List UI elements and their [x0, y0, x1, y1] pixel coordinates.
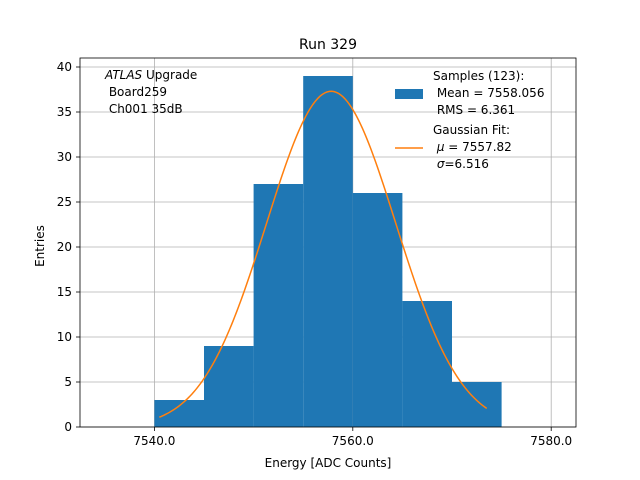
legend-fit-sigma: σ=6.516: [433, 157, 489, 171]
histogram-bar-6: [452, 382, 502, 427]
legend-sigma-value: =6.516: [444, 157, 488, 171]
legend-mu-value: = 7557.82: [444, 140, 511, 154]
histogram-bar-0: [154, 400, 204, 427]
y-tick-label-4: 20: [57, 240, 72, 254]
y-tick-label-3: 15: [57, 285, 72, 299]
y-tick-label-2: 10: [57, 330, 72, 344]
annotation-atlas: ATLAS: [104, 68, 143, 82]
chart-title: Run 329: [299, 37, 357, 53]
y-tick-label-8: 40: [57, 60, 72, 74]
axes-frame: [79, 57, 577, 428]
legend-sigma-symbol: σ: [437, 157, 445, 171]
histogram-bar-3: [303, 76, 353, 427]
histogram-bars: [154, 76, 502, 427]
y-tick-label-6: 30: [57, 150, 72, 164]
histogram-bar-4: [352, 193, 403, 427]
histogram-bar-5: [402, 301, 452, 427]
legend-samples-line-1: Samples (123):: [433, 69, 524, 83]
x-axis-label: Energy [ADC Counts]: [265, 456, 392, 470]
annotation-box: ATLAS Upgrade Board259 Ch001 35dB: [104, 68, 197, 116]
legend: Samples (123): Mean = 7558.056 RMS = 6.3…: [395, 69, 544, 171]
y-tick-label-5: 25: [57, 195, 72, 209]
annotation-line-3: Ch001 35dB: [105, 102, 183, 116]
axis-ticks: 7540.0 7560.0 7580.0 0 5 10 15 20 25 30 35 40: [57, 60, 572, 448]
annotation-line-1: ATLAS Upgrade: [104, 68, 197, 82]
legend-samples-swatch: [395, 89, 423, 99]
y-tick-label-1: 5: [64, 375, 72, 389]
annotation-line-2: Board259: [105, 85, 167, 99]
histogram-bar-1: [204, 346, 254, 427]
legend-mu-symbol: μ: [436, 140, 445, 154]
legend-samples-line-3: RMS = 6.361: [433, 103, 515, 117]
histogram-bar-2: [253, 184, 304, 427]
x-tick-label-2: 7580.0: [530, 434, 572, 448]
annotation-upgrade: Upgrade: [142, 68, 197, 82]
x-tick-label-1: 7560.0: [332, 434, 374, 448]
y-axis-label: Entries: [33, 225, 47, 267]
y-tick-label-0: 0: [64, 420, 72, 434]
legend-samples-line-2: Mean = 7558.056: [433, 86, 544, 100]
legend-fit-mu: μ = 7557.82: [433, 140, 512, 154]
legend-fit-line-1: Gaussian Fit:: [433, 123, 510, 137]
x-tick-label-0: 7540.0: [133, 434, 175, 448]
y-tick-label-7: 35: [57, 105, 72, 119]
gaussian-fit-curve: [159, 90, 488, 418]
